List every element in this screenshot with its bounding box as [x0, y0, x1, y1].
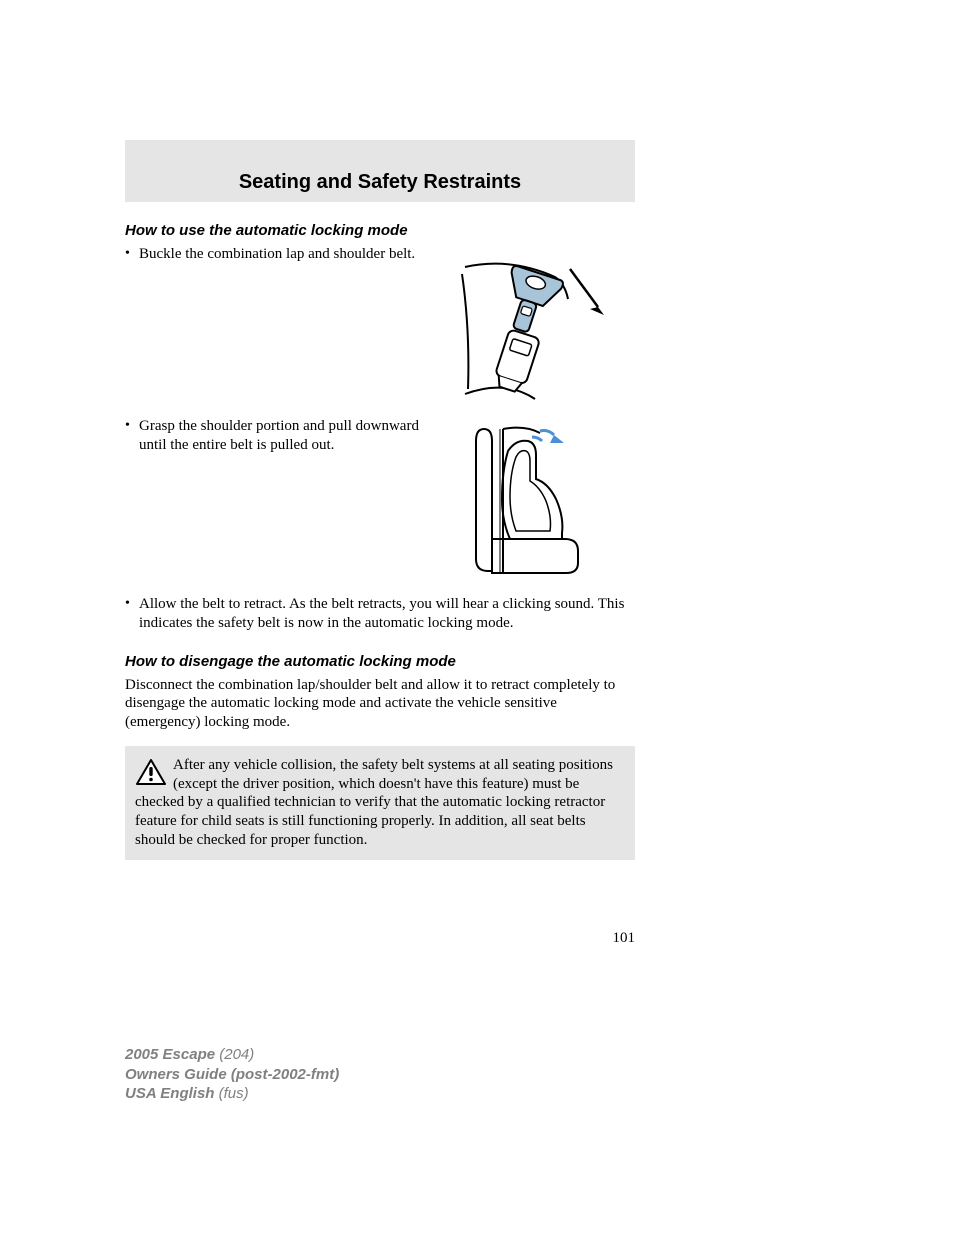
step-2-imgcol	[435, 417, 635, 581]
bullet-dot: •	[125, 595, 139, 613]
section2-body: Disconnect the combination lap/shoulder …	[125, 676, 635, 732]
header-band: Seating and Safety Restraints	[125, 140, 635, 202]
page-number: 101	[125, 930, 635, 947]
page-container: Seating and Safety Restraints How to use…	[125, 140, 635, 947]
step-2-text: Grasp the shoulder portion and pull down…	[139, 417, 435, 455]
warning-text: After any vehicle collision, the safety …	[135, 757, 613, 848]
footer-vehicle: 2005 Escape	[125, 1046, 215, 1063]
bullet-item: • Grasp the shoulder portion and pull do…	[125, 417, 435, 455]
footer-line-3: USA English (fus)	[125, 1084, 339, 1104]
step-1-textcol: • Buckle the combination lap and shoulde…	[125, 245, 435, 266]
footer-region-code: (fus)	[219, 1085, 249, 1102]
warning-icon	[135, 758, 167, 786]
section1-heading: How to use the automatic locking mode	[125, 222, 635, 239]
step-2-row: • Grasp the shoulder portion and pull do…	[125, 417, 635, 581]
step-1-text: Buckle the combination lap and shoulder …	[139, 245, 435, 264]
header-title: Seating and Safety Restraints	[239, 171, 521, 194]
bullet-dot: •	[125, 417, 139, 435]
step-3-text: Allow the belt to retract. As the belt r…	[139, 595, 635, 633]
bullet-item: • Allow the belt to retract. As the belt…	[125, 595, 635, 633]
step-1-imgcol	[435, 245, 635, 409]
bullet-dot: •	[125, 245, 139, 263]
footer-guide: Owners Guide (post-2002-fmt)	[125, 1065, 339, 1085]
footer: 2005 Escape (204) Owners Guide (post-200…	[125, 1045, 339, 1104]
step-1-row: • Buckle the combination lap and shoulde…	[125, 245, 635, 409]
footer-vehicle-code: (204)	[219, 1046, 254, 1063]
step-2-textcol: • Grasp the shoulder portion and pull do…	[125, 417, 435, 457]
warning-box: After any vehicle collision, the safety …	[125, 746, 635, 860]
childseat-illustration	[470, 421, 600, 581]
footer-line-1: 2005 Escape (204)	[125, 1045, 339, 1065]
section2-heading: How to disengage the automatic locking m…	[125, 653, 635, 670]
footer-region: USA English	[125, 1085, 214, 1102]
bullet-item: • Buckle the combination lap and shoulde…	[125, 245, 435, 264]
buckle-illustration	[460, 249, 610, 409]
